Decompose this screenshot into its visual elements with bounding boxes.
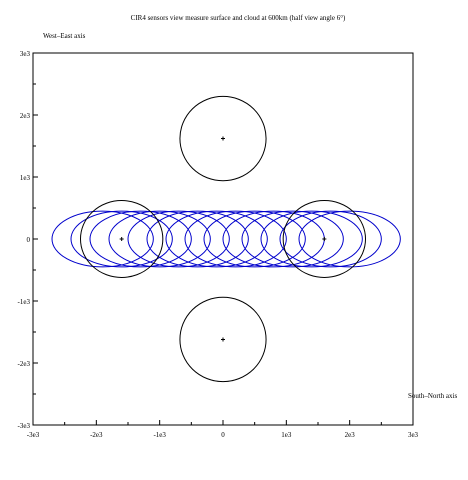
blue-ellipse (70, 210, 173, 268)
blue-ellipse (203, 210, 306, 268)
y-tick-label: -1e3 (18, 298, 31, 306)
center-marker (119, 237, 124, 241)
blue-ellipse (146, 210, 249, 268)
blue-ellipse (279, 210, 382, 268)
blue-ellipse (222, 210, 325, 268)
y-axis-label: West–East axis (43, 32, 86, 40)
x-tick-label: -2e3 (90, 431, 103, 439)
blue-ellipse (298, 210, 401, 268)
center-marker (322, 237, 327, 241)
center-marker (221, 337, 225, 342)
chart-title: CIR4 sensors view measure surface and cl… (131, 14, 346, 22)
y-tick-label: 2e3 (20, 112, 31, 120)
y-tick-label: -2e3 (18, 360, 31, 368)
black-circle (80, 200, 164, 278)
blue-ellipse (241, 210, 344, 268)
black-circle (179, 95, 267, 182)
data-layer (51, 95, 401, 383)
black-circle (282, 200, 367, 278)
y-tick-label: -3e3 (18, 422, 31, 430)
blue-ellipse (89, 210, 192, 268)
labels-layer: CIR4 sensors view measure surface and cl… (43, 14, 457, 400)
x-tick-label: 2e3 (345, 431, 356, 439)
x-tick-label: -3e3 (27, 431, 40, 439)
blue-ellipse (108, 210, 211, 268)
y-tick-label: 1e3 (20, 174, 31, 182)
x-tick-label: 3e3 (408, 431, 419, 439)
blue-ellipse (51, 210, 154, 268)
x-tick-label: -1e3 (153, 431, 166, 439)
x-tick-label: 1e3 (281, 431, 292, 439)
blue-ellipse (165, 210, 268, 268)
blue-ellipse (260, 210, 363, 268)
axes-layer: -3e3 -2e3 -1e3 0 1e3 2e3 3e3 -3e3 -2e3 -1e3 0 1e3 2e… (18, 50, 419, 439)
blue-ellipse (127, 210, 230, 268)
center-marker (221, 136, 225, 141)
blue-ellipse (184, 210, 287, 268)
x-axis-label: South–North axis (408, 392, 457, 400)
y-tick-label: 0 (27, 236, 31, 244)
black-circle (179, 296, 267, 383)
x-tick-label: 0 (221, 431, 225, 439)
y-tick-label: 3e3 (20, 50, 31, 58)
